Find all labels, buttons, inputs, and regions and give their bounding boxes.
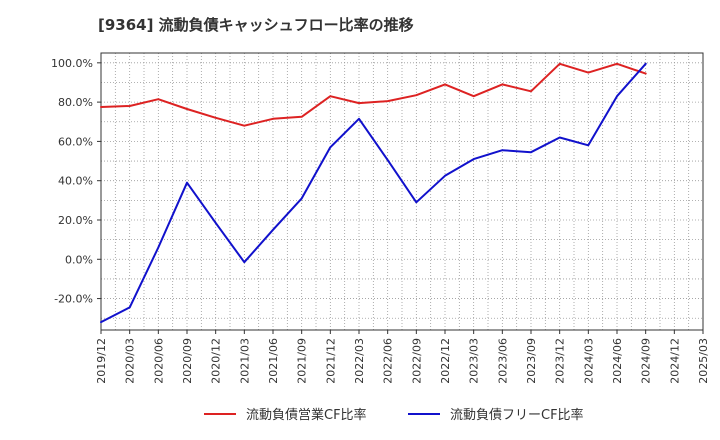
line-chart: -20.0% 0.0% 20.0% 40.0% 60.0% 80.0% 100.0% 201… (51, 52, 710, 384)
x-tick-label: 2024/03 (582, 338, 595, 384)
x-tick-label: 2022/03 (353, 338, 366, 384)
legend-label-free-cf: 流動負債フリーCF比率 (450, 408, 584, 423)
y-axis-ticks: -20.0% 0.0% 20.0% 40.0% 60.0% 80.0% 100.0% (51, 57, 101, 306)
x-tick-label: 2023/03 (468, 338, 481, 384)
y-tick-label: 40.0% (58, 175, 93, 188)
x-tick-label: 2022/12 (439, 338, 452, 384)
axes (100, 52, 704, 331)
legend: 流動負債営業CF比率 流動負債フリーCF比率 (0, 404, 720, 428)
y-tick-label: 60.0% (58, 135, 93, 148)
legend-item-free-cf: 流動負債フリーCF比率 (408, 404, 584, 423)
x-axis-ticks: 2019/12 2020/03 2020/06 2020/09 2020/12 2021/… (95, 330, 710, 384)
x-tick-label: 2021/06 (267, 338, 280, 384)
x-tick-label: 2022/09 (410, 338, 423, 384)
x-tick-label: 2019/12 (95, 338, 108, 384)
series (100, 62, 647, 324)
x-tick-label: 2023/12 (554, 338, 567, 384)
y-tick-label: 0.0% (65, 253, 93, 266)
x-tick-label: 2020/12 (210, 338, 223, 384)
y-tick-label: 80.0% (58, 96, 93, 109)
y-tick-label: -20.0% (54, 293, 93, 306)
x-tick-label: 2020/03 (124, 338, 137, 384)
legend-label-operating-cf: 流動負債営業CF比率 (246, 408, 367, 423)
legend-item-operating-cf: 流動負債営業CF比率 (204, 404, 367, 423)
y-tick-label: 100.0% (51, 57, 93, 70)
x-tick-label: 2024/12 (668, 338, 681, 384)
x-tick-label: 2021/03 (238, 338, 251, 384)
series-line-free-cf (100, 62, 647, 324)
x-tick-label: 2021/09 (296, 338, 309, 384)
x-tick-label: 2022/06 (382, 338, 395, 384)
x-tick-label: 2025/03 (697, 338, 710, 384)
x-tick-label: 2020/06 (152, 338, 165, 384)
x-tick-label: 2023/09 (525, 338, 538, 384)
x-tick-label: 2020/09 (181, 338, 194, 384)
legend-swatch-free-cf (408, 412, 440, 415)
x-tick-label: 2021/12 (324, 338, 337, 384)
grid (100, 53, 704, 330)
y-tick-label: 20.0% (58, 214, 93, 227)
x-tick-label: 2023/06 (496, 338, 509, 384)
legend-swatch-operating-cf (204, 412, 236, 415)
x-tick-label: 2024/09 (640, 338, 653, 384)
series-line-operating-cf (100, 62, 647, 127)
chart-title: [9364] 流動負債キャッシュフロー比率の推移 (98, 16, 414, 34)
plot-frame (100, 52, 704, 331)
x-tick-label: 2024/06 (611, 338, 624, 384)
